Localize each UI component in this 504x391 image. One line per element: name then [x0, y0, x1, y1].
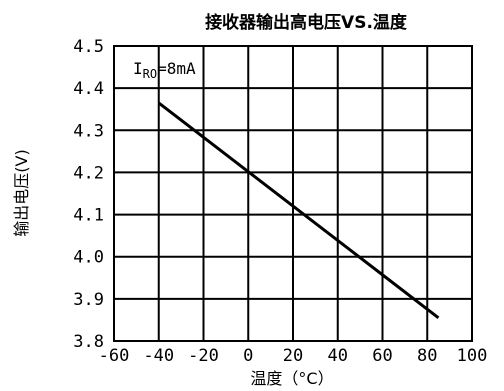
- chart-grid: [114, 46, 472, 341]
- x-tick-label: -20: [188, 346, 219, 366]
- y-tick-label: 3.8: [73, 332, 104, 352]
- chart-title: 接收器输出高电压VS.温度: [205, 12, 408, 33]
- y-tick-label: 4.3: [73, 121, 104, 141]
- annotation-subscript: RO: [143, 67, 157, 81]
- y-tick-label: 4.0: [73, 248, 104, 268]
- x-tick-label: 0: [243, 346, 253, 366]
- x-tick-label: -40: [143, 346, 174, 366]
- x-axis-label: 温度（°C）: [250, 369, 333, 388]
- plot-frame: [113, 45, 473, 342]
- y-axis-label: 输出电压(V): [12, 149, 31, 236]
- y-tick-label: 3.9: [73, 290, 104, 310]
- x-tick-label: 20: [283, 346, 303, 366]
- x-tick-label: 100: [457, 346, 488, 366]
- series-group: [157, 101, 440, 320]
- current-annotation: IRO=8mA: [133, 59, 196, 81]
- annotation-value: =8mA: [157, 59, 196, 78]
- y-tick-label: 4.1: [73, 206, 104, 226]
- x-tick-label: 80: [417, 346, 437, 366]
- series-line: [157, 101, 440, 320]
- y-tick-label: 4.5: [73, 37, 104, 57]
- x-tick-label: 60: [372, 346, 392, 366]
- annotation-symbol: I: [133, 59, 143, 78]
- y-tick-label: 4.2: [73, 163, 104, 183]
- y-tick-label: 4.4: [73, 79, 104, 99]
- x-tick-label: 40: [328, 346, 348, 366]
- y-axis-ticks: 4.5 4.4 4.3 4.2 4.1 4.0 3.9 3.8: [73, 37, 104, 352]
- x-tick-label: -60: [99, 346, 130, 366]
- x-axis-ticks: -60 -40 -20 0 20 40 60 80 100: [99, 346, 488, 366]
